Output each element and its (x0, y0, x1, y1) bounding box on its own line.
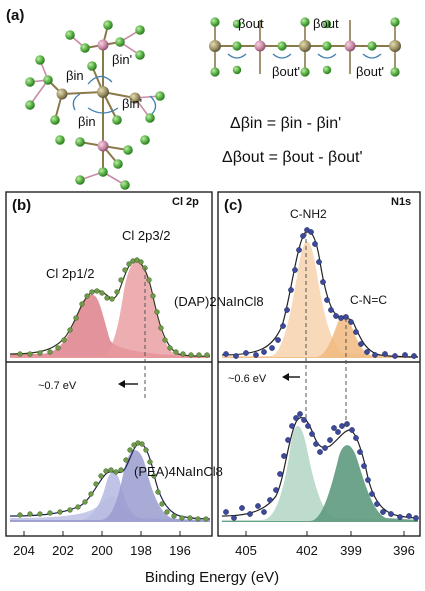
equation-out: Δβout = βout - βout' (222, 149, 363, 166)
beta-out-prime-label-2: βout' (356, 64, 384, 79)
peak-label-c-n-c: C-N=C (350, 293, 387, 307)
cl-bottom-data-points (17, 440, 209, 522)
beta-out-label-2: βout (313, 16, 339, 31)
n-shift-label: ~0.6 eV (228, 373, 267, 385)
n-bottom-data-points (223, 411, 419, 521)
peak-label-cl-2p1-2: Cl 2p1/2 (46, 266, 94, 281)
b-tick-198: 198 (130, 543, 152, 558)
panel-b-label: (b) (12, 197, 31, 214)
compound-bottom-label: (PEA)4NaInCl8 (134, 464, 223, 479)
beta-in-prime-label-1: βin' (112, 52, 132, 67)
structure-out-of-plane: βout βout βout' βout' (209, 16, 401, 79)
peak-label-c-nh2: C-NH2 (290, 207, 327, 221)
b-tick-200: 200 (91, 543, 113, 558)
b-tick-204: 204 (13, 543, 35, 558)
panel-c: (c) N1s C-NH2 C-N=C (217, 191, 421, 558)
c-tick-402: 402 (296, 543, 318, 558)
cl-top-spectrum (9, 257, 211, 358)
beta-in-label-1: βin (66, 68, 84, 83)
b-tick-196: 196 (169, 543, 191, 558)
b-tick-202: 202 (52, 543, 74, 558)
peak-label-cl-2p3-2: Cl 2p3/2 (122, 228, 170, 243)
n-top-spectrum (221, 227, 419, 359)
n-bottom-spectrum (221, 411, 419, 522)
cl-shift-arrowhead (118, 380, 125, 388)
beta-in-prime-label-2: βin' (122, 96, 142, 111)
panel-a: (a) (6, 7, 401, 190)
structure-in-plane: βin βin βin' βin' (25, 20, 165, 190)
c-tick-399: 399 (340, 543, 362, 558)
panel-b: (b) Cl 2p Cl 2p3/2 Cl 2p1/2 (5, 191, 213, 558)
beta-out-label-1: βout (238, 16, 264, 31)
compound-top-label: (DAP)2NaInCl8 (174, 294, 264, 309)
beta-in-label-2: βin (78, 114, 96, 129)
c-tick-396: 396 (393, 543, 415, 558)
cl-bottom-spectrum (9, 440, 211, 522)
panel-c-core-level: N1s (391, 196, 411, 208)
equation-in: Δβin = βin - βin' (230, 115, 341, 132)
cl-top-data-points (17, 257, 210, 358)
beta-out-prime-label-1: βout' (272, 64, 300, 79)
n-top-data-points (223, 227, 417, 359)
panel-c-x-axis (245, 531, 405, 536)
panel-c-label: (c) (224, 197, 242, 214)
panel-a-label: (a) (6, 7, 24, 24)
panel-b-core-level: Cl 2p (172, 196, 199, 208)
panel-b-x-axis (23, 531, 181, 536)
c-tick-405: 405 (235, 543, 257, 558)
cl-shift-label: ~0.7 eV (38, 380, 77, 392)
x-axis-label: Binding Energy (eV) (145, 569, 279, 586)
n-shift-arrowhead (282, 373, 289, 381)
